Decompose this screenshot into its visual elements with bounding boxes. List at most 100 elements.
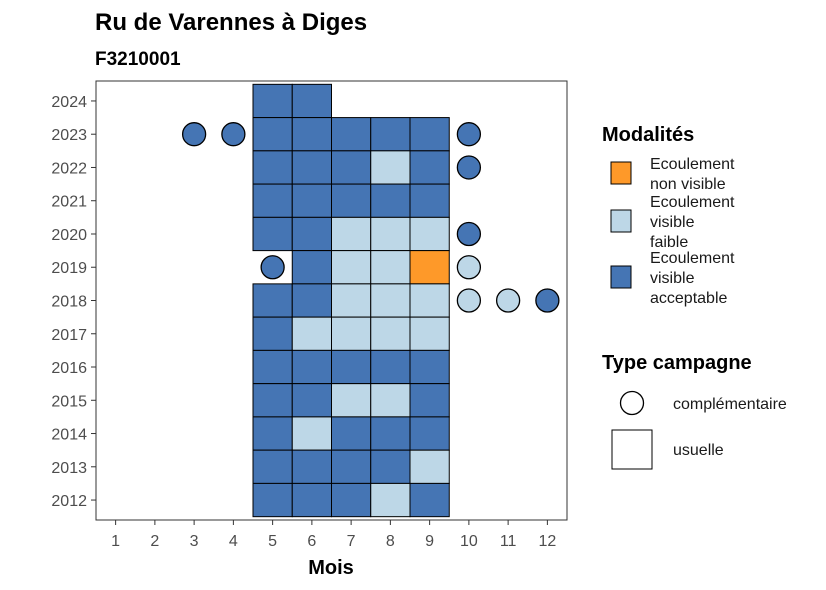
tile-2021-7 (331, 183, 372, 218)
tile-2014-7 (331, 416, 372, 451)
legend-label-acceptable: visible (650, 270, 695, 287)
tile-2020-5 (252, 216, 293, 252)
tile-2013-8 (370, 449, 411, 484)
tile-2018-5 (252, 283, 293, 318)
tile-2019-8 (370, 250, 411, 285)
legend-type-campagne: Type campagne complémentaire usuelle (602, 352, 787, 470)
chart-subtitle: F3210001 (95, 49, 181, 70)
point-2023-4 (221, 122, 246, 147)
y-tick-label: 2019 (51, 260, 87, 277)
tile-2023-6 (291, 117, 332, 152)
x-tick-label: 2 (150, 533, 159, 550)
tile-2016-7 (331, 349, 372, 385)
complementaire-points (181, 122, 560, 313)
tile-2018-7 (331, 283, 372, 318)
tile-2012-9 (409, 482, 450, 518)
tile-2015-7 (331, 383, 372, 418)
tile-2021-8 (370, 183, 411, 218)
tile-2023-9 (409, 117, 450, 152)
tile-2022-5 (252, 150, 293, 185)
tile-2016-8 (370, 349, 411, 385)
tile-2017-7 (331, 316, 372, 351)
x-tick-label: 4 (229, 533, 238, 550)
y-tick-label: 2020 (51, 227, 87, 244)
tile-2014-9 (409, 416, 450, 451)
tile-2020-8 (370, 216, 411, 252)
tile-2013-7 (331, 449, 372, 484)
y-tick-label: 2015 (51, 393, 87, 410)
point-2022-10 (456, 155, 482, 180)
legend-label-complementaire: complémentaire (673, 396, 787, 413)
tile-2016-6 (291, 349, 332, 385)
x-tick-label: 12 (538, 533, 556, 550)
x-tick-label: 11 (500, 533, 517, 550)
tile-2020-9 (409, 216, 450, 252)
tile-2015-9 (409, 383, 450, 418)
tile-2012-5 (252, 482, 293, 518)
legend-key-non_visible (610, 161, 632, 185)
tile-2021-9 (409, 183, 450, 218)
tile-2023-5 (252, 117, 293, 152)
x-axis-title: Mois (308, 557, 354, 579)
legend-label-faible: Ecoulement (650, 194, 735, 211)
y-tick-label: 2012 (51, 493, 87, 510)
point-2018-12 (535, 288, 560, 313)
tile-2022-6 (291, 150, 332, 185)
legend-label-faible: faible (650, 234, 688, 251)
tile-2021-6 (291, 183, 332, 218)
point-2018-10 (456, 288, 482, 313)
tile-2023-7 (331, 117, 372, 152)
legend-label-acceptable: acceptable (650, 290, 727, 307)
tile-2012-8 (370, 482, 411, 518)
point-2019-10 (456, 255, 482, 280)
legend-key-faible (610, 209, 632, 233)
y-tick-label: 2016 (51, 360, 87, 377)
tile-2023-8 (370, 117, 411, 152)
tile-2022-8 (370, 150, 411, 185)
tile-2014-8 (370, 416, 411, 451)
y-tick-label: 2018 (51, 294, 87, 311)
legend-circle-icon (619, 390, 645, 416)
y-tick-label: 2014 (51, 427, 87, 444)
tile-2019-9 (409, 250, 450, 285)
tile-2019-7 (331, 250, 372, 285)
chart-title: Ru de Varennes à Diges (95, 9, 367, 36)
x-tick-label: 10 (460, 533, 478, 550)
tile-2012-6 (291, 482, 332, 518)
y-axis: 2012 2013 2014 2015 2016 2017 2018 2019 2020 2021… (51, 94, 96, 510)
tile-2020-7 (331, 216, 372, 252)
tile-2019-6 (291, 250, 332, 285)
tile-2024-6 (291, 83, 332, 119)
tile-2013-6 (291, 449, 332, 484)
x-tick-label: 3 (190, 533, 199, 550)
tile-2015-5 (252, 383, 293, 418)
legend-label-usuelle: usuelle (673, 442, 724, 459)
x-tick-label: 6 (307, 533, 316, 550)
point-2023-3 (181, 122, 207, 147)
legend-label-acceptable: Ecoulement (650, 250, 735, 267)
legend-key-acceptable (610, 265, 632, 289)
legend-label-non_visible: non visible (650, 176, 726, 193)
tile-2018-8 (370, 283, 411, 318)
y-tick-label: 2024 (51, 94, 87, 111)
y-tick-label: 2017 (51, 327, 87, 344)
point-2019-5 (260, 255, 285, 280)
legend-square-icon (611, 429, 653, 470)
tile-2017-6 (291, 316, 332, 351)
tile-2017-8 (370, 316, 411, 351)
tile-2013-5 (252, 449, 293, 484)
tile-2018-6 (291, 283, 332, 318)
tile-2024-5 (252, 83, 293, 119)
tile-2016-9 (409, 349, 450, 385)
tile-2021-5 (252, 183, 293, 218)
tile-2017-5 (252, 316, 293, 351)
legend-label-faible: visible (650, 214, 695, 231)
legend-type-title: Type campagne (602, 352, 752, 374)
y-tick-label: 2022 (51, 160, 87, 177)
tile-2022-9 (409, 150, 450, 185)
tile-2014-5 (252, 416, 293, 451)
tile-2015-8 (370, 383, 411, 418)
x-tick-label: 1 (111, 533, 120, 550)
